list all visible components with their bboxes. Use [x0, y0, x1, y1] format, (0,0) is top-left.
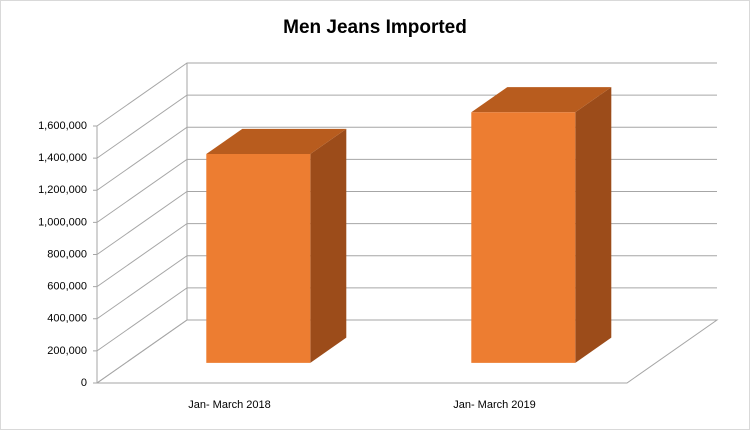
bar-top — [471, 87, 612, 113]
bar-front — [471, 112, 576, 363]
y-tick-label: 1,400,000 — [38, 152, 87, 164]
y-tick-label: 800,000 — [47, 248, 87, 260]
y-tick-label: 400,000 — [47, 313, 87, 325]
y-tick-label: 1,600,000 — [38, 120, 87, 132]
grid-line — [96, 62, 717, 127]
y-tick-label: 200,000 — [47, 345, 87, 357]
x-tick-label: Jan- March 2019 — [453, 399, 536, 411]
y-tick-label: 1,200,000 — [38, 184, 87, 196]
y-tick-label: 600,000 — [47, 281, 87, 293]
bar — [471, 87, 612, 363]
x-tick-label: Jan- March 2018 — [188, 399, 271, 411]
bar-side — [575, 87, 612, 363]
bar-front — [206, 154, 311, 363]
bar-side — [310, 128, 347, 363]
chart-title: Men Jeans Imported — [283, 17, 467, 38]
bar — [206, 128, 347, 363]
bar-top — [206, 128, 347, 155]
y-tick-label: 0 — [81, 377, 87, 389]
y-tick-label: 1,000,000 — [38, 216, 87, 228]
